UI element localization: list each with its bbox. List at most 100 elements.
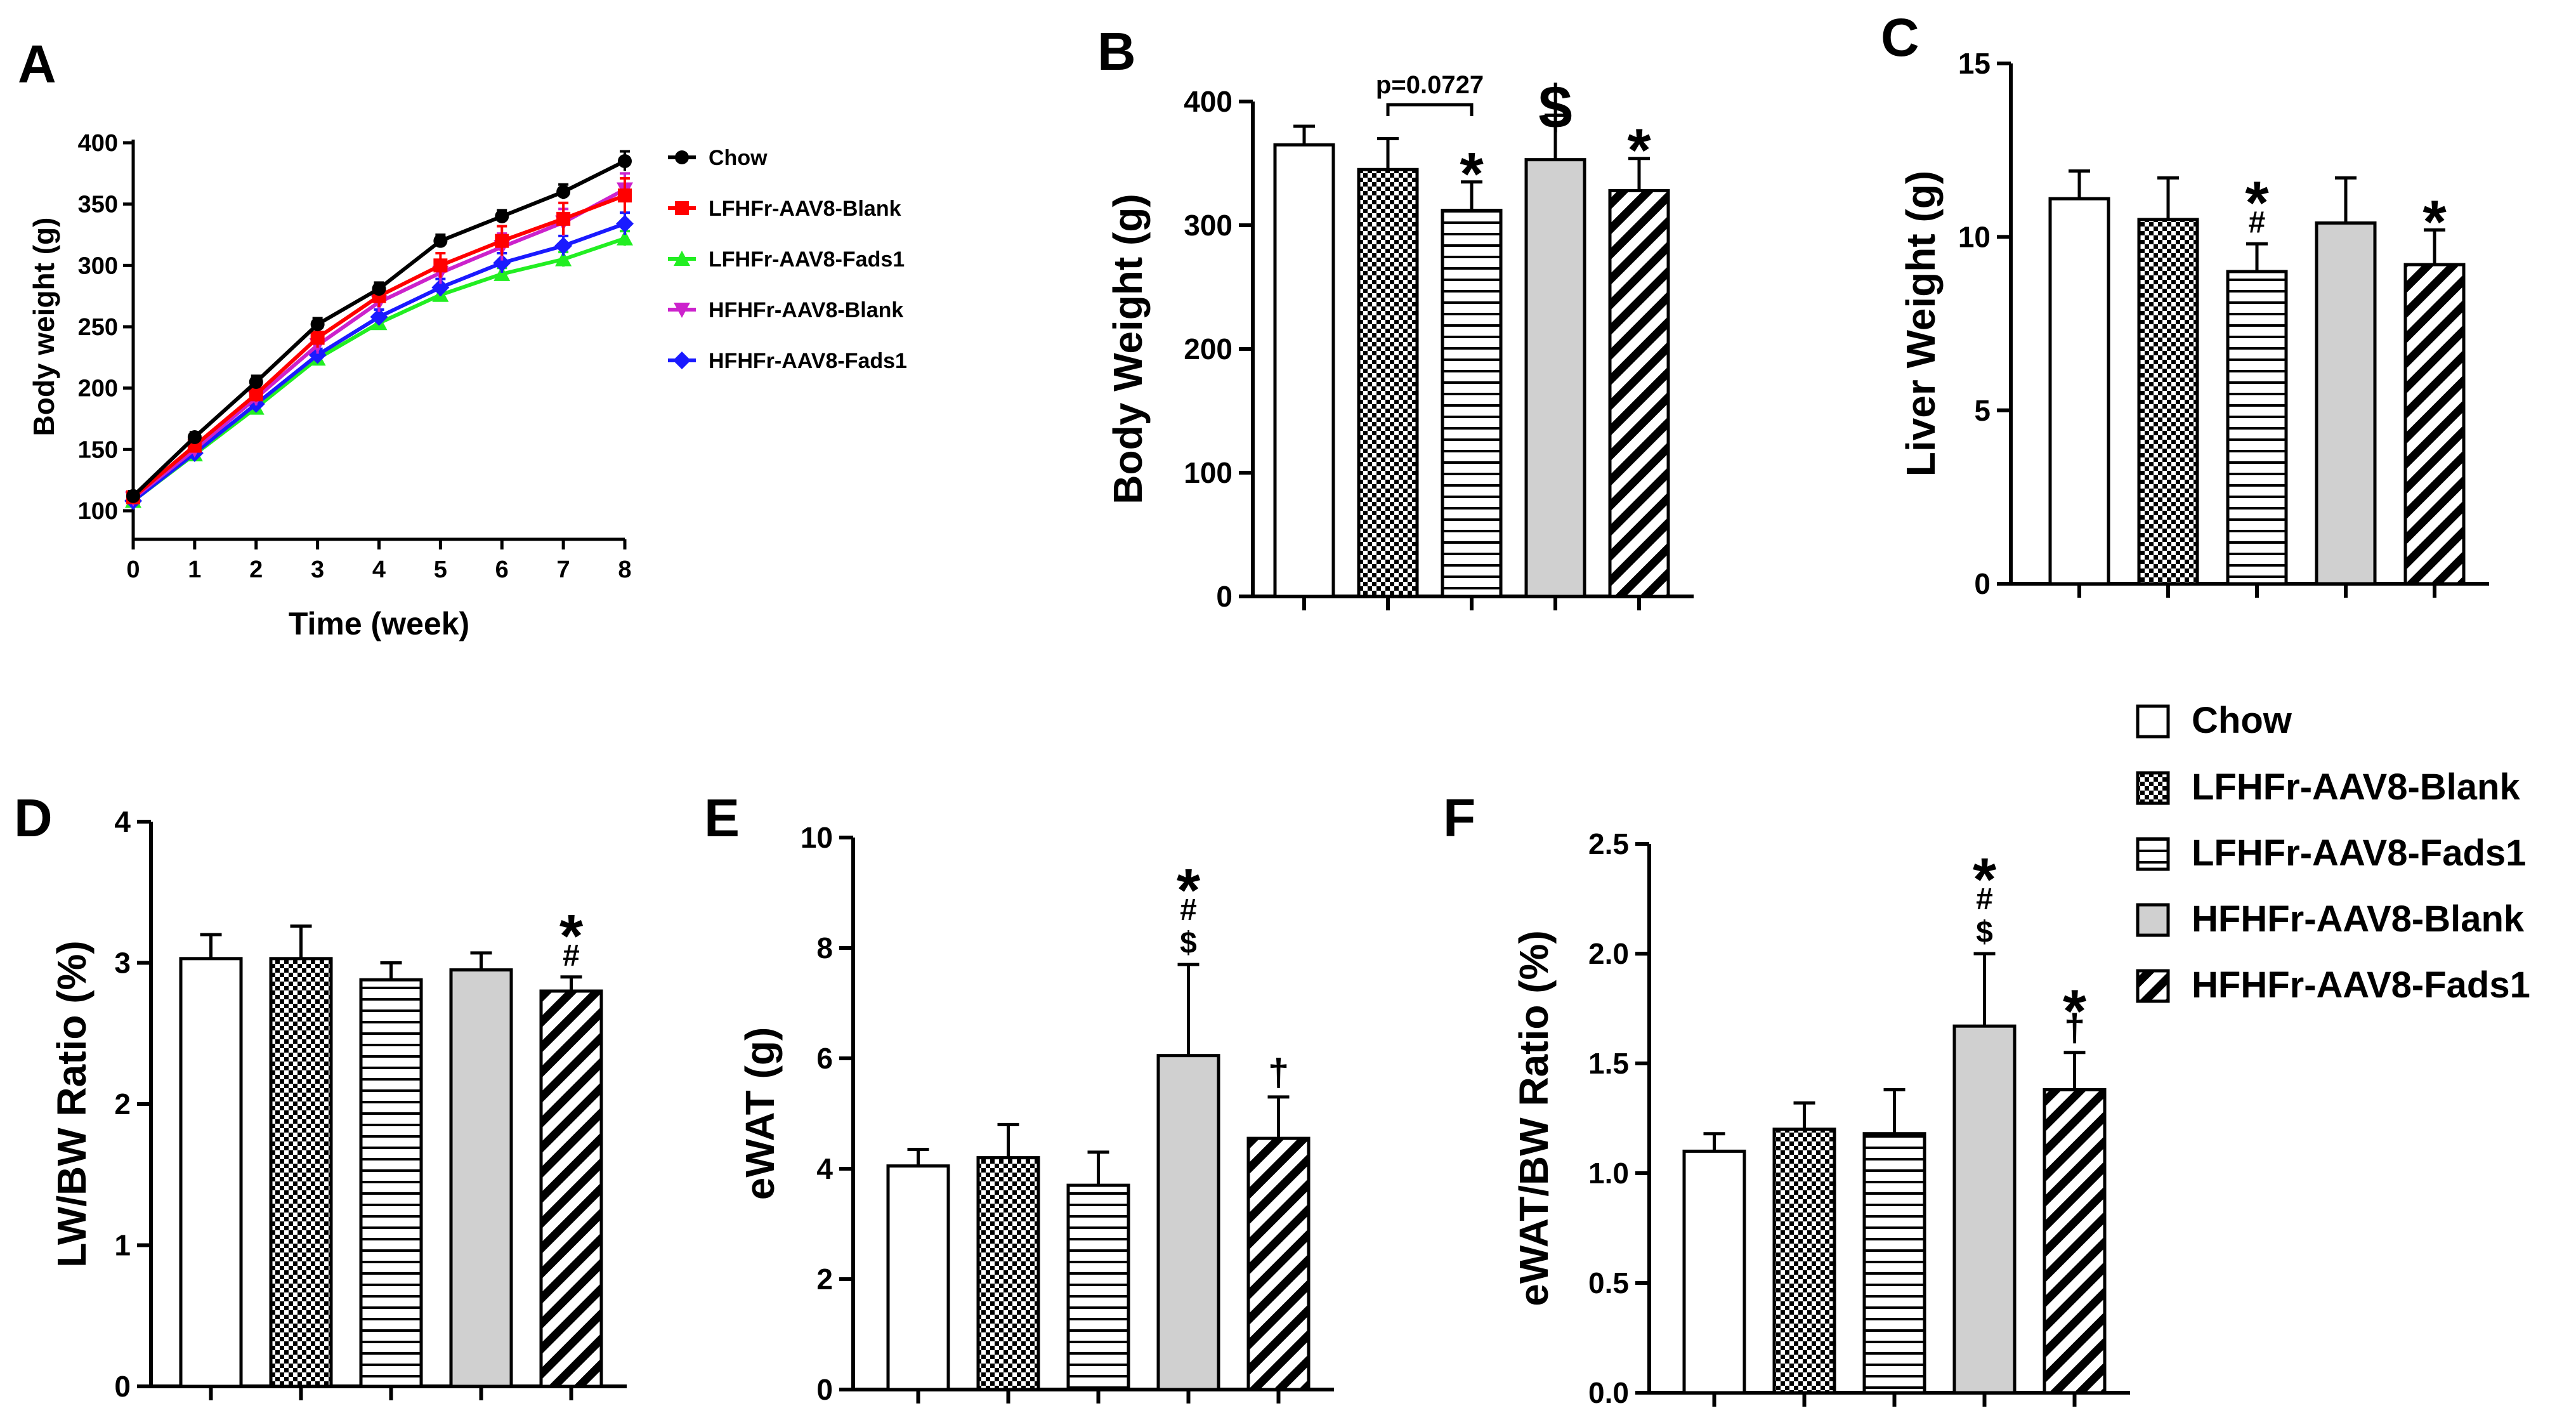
bar [1441,209,1503,598]
bar [1357,168,1419,598]
panel-b-bar-chart: B 0 100 200 300 400 Body Weight (g) * $ * p=0.072… [1097,22,1694,613]
bar [1273,143,1335,598]
bar [269,957,333,1388]
significance-hash: # [2249,206,2266,239]
significance-star: * [1973,846,1997,914]
y-axis-title: LW/BW Ratio (%) [49,940,95,1267]
y-axis-title: Body Weight (g) [1105,194,1151,504]
y-tick-label: 4 [816,1152,833,1185]
y-tick-label: 4 [114,805,131,838]
bar [886,1164,950,1391]
significance-star: * [2422,188,2447,256]
y-tick-label: 2.5 [1588,827,1629,860]
bar [2315,221,2377,586]
panel-letter-f: F [1443,788,1475,848]
significance-star: * [559,902,584,970]
panel-letter-b: B [1097,22,1136,81]
y-tick-label: 200 [1184,332,1232,365]
legend-item: Chow [2136,700,2292,741]
legend-label: HFHFr-AAV8-Blank [709,298,903,322]
legend-label: HFHFr-AAV8-Blank [2192,898,2525,940]
data-point [249,375,263,389]
y-tick-label: 3 [114,947,131,980]
y-tick-label: 6 [816,1042,833,1075]
y-axis-title: Body weight (g) [27,218,60,437]
y-tick-label: 15 [1958,47,1991,80]
y-tick-label: 2.0 [1588,937,1629,970]
series-line [132,187,626,501]
bar [2137,218,2199,586]
legend-swatch-hfhfr-fads1 [2136,969,2170,1003]
y-tick-label: 2 [114,1088,131,1121]
panel-letter-d: D [14,788,53,848]
bar [359,978,423,1388]
legend-swatch-chow [2136,704,2170,739]
data-point [556,185,571,199]
x-tick-label: 0 [126,556,140,583]
y-tick-label: 0.0 [1588,1376,1629,1409]
series-line [132,194,626,499]
bar [539,989,603,1388]
legend: Chow LFHFr-AAV8-Blank LFHFr-AAV8-Fads1 H… [2136,700,2530,1006]
data-point [556,211,571,226]
data-point [370,308,388,326]
data-point [494,265,511,281]
y-tick-label: 100 [1184,456,1232,489]
data-point [310,331,325,345]
bar [2043,1088,2107,1395]
legend-swatch-lfhfr-fads1 [2136,837,2170,871]
x-tick-label: 7 [557,556,570,583]
y-tick-label: 150 [78,437,118,463]
y-axis-title: eWAT/BW Ratio (%) [1511,930,1557,1306]
data-point [616,214,634,233]
legend-marker [675,201,689,215]
significance-hash: # [1180,893,1197,927]
bar [1682,1149,1746,1395]
data-point [617,230,633,246]
panel-letter-c: C [1881,8,1919,67]
y-tick-label: 5 [1974,394,1991,427]
y-tick-label: 350 [78,192,118,218]
legend-marker [675,150,689,164]
data-point [618,188,632,203]
bar [1772,1127,1836,1395]
x-tick-label: 5 [434,556,447,583]
legend-item: HFHFr-AAV8-Blank [2136,898,2525,940]
y-axis-title: eWAT (g) [737,1027,783,1200]
bar [1608,188,1670,598]
y-tick-label: 0 [816,1373,833,1406]
significance-star: * [2063,978,2087,1046]
panel-a-line-chart: A 100 150 200 250 300 350 400 0 1 2 3 4 5 6 7 8 Body wei… [18,34,907,641]
data-point [555,251,572,266]
legend-label: LFHFr-AAV8-Fads1 [2192,832,2526,874]
significance-dagger: † [2064,1007,2085,1049]
bar [1066,1183,1130,1391]
legend-item: LFHFr-AAV8-Fads1 [2136,832,2526,874]
x-tick-label: 2 [249,556,263,583]
significance-star: * [1177,857,1201,924]
legend-label: HFHFr-AAV8-Fads1 [709,349,907,373]
data-point [187,430,202,444]
bar [1862,1132,1926,1395]
data-point [618,154,632,168]
data-point [493,254,511,272]
significance-star: $ [1538,73,1572,141]
panel-letter-e: E [704,788,740,848]
data-point [126,489,140,503]
panel-d-bar-chart: D 0 1 2 3 4 LW/BW Ratio (%) #* [14,788,627,1403]
plot-area-e: 0 2 4 6 8 10 eWAT (g) $#* † [737,821,1334,1406]
significance-dollar: $ [1180,926,1197,960]
significance-star: * [1627,117,1651,185]
data-point [310,317,325,332]
bar [179,957,243,1388]
y-tick-label: 10 [801,821,833,854]
bar [1952,1024,2017,1395]
bar [449,968,513,1388]
legend-item: LFHFr-AAV8-Blank [2136,766,2520,808]
legend-label: Chow [709,146,768,170]
significance-hash: # [563,939,580,973]
